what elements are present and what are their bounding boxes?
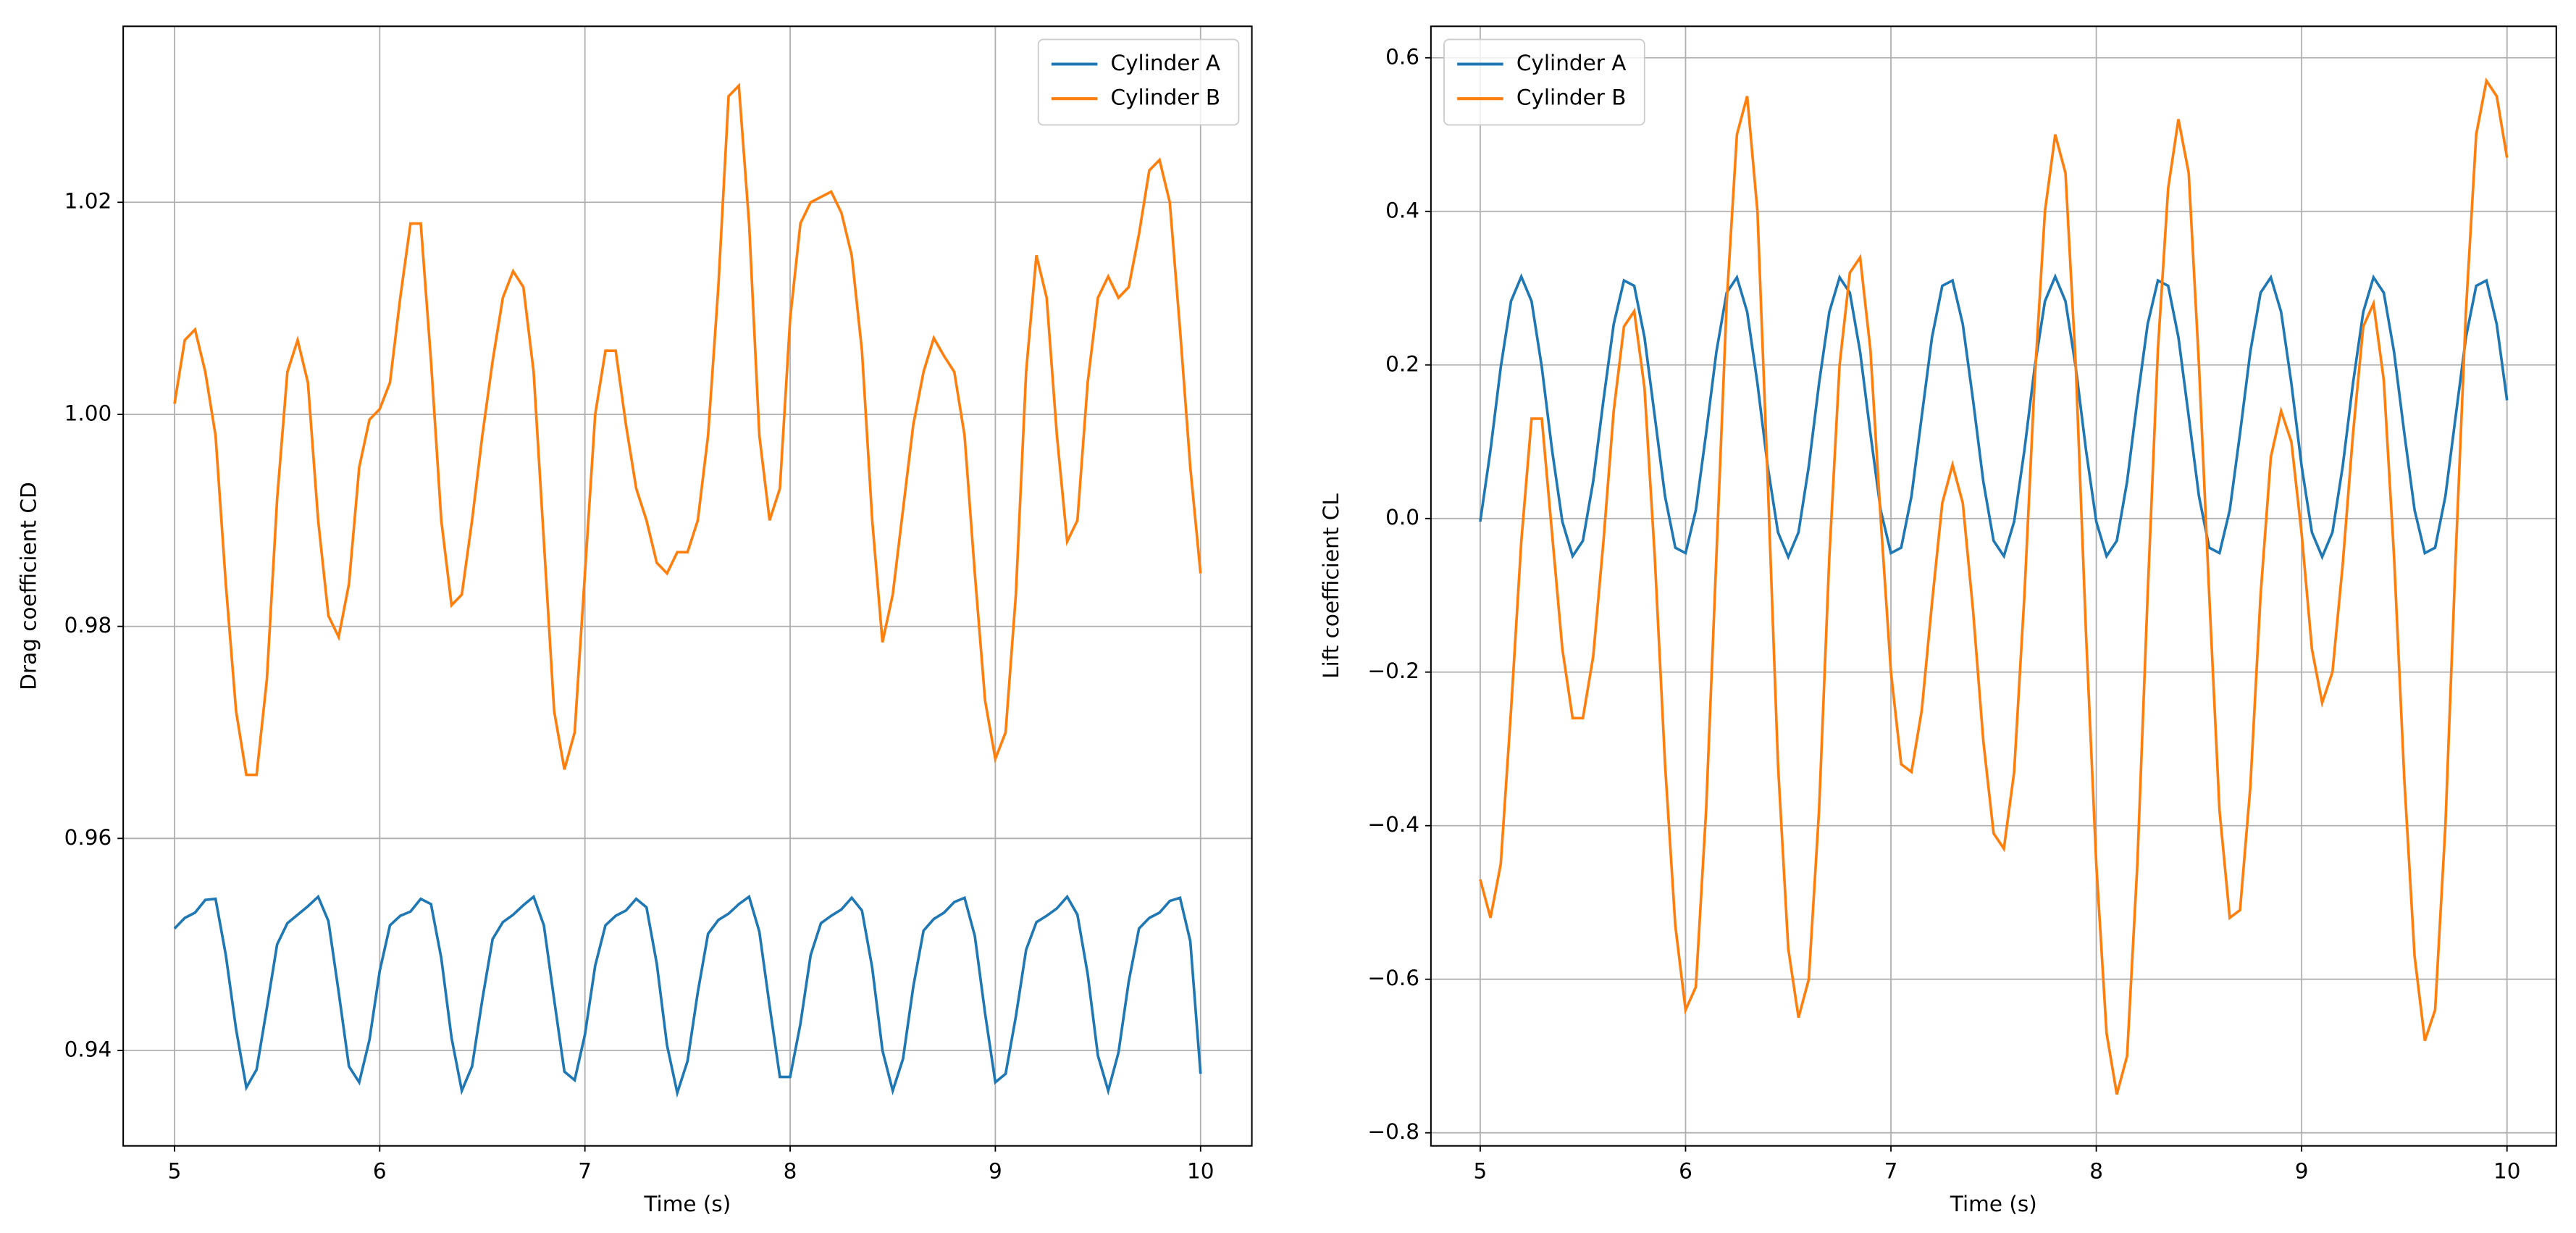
x-tick-label: 6 — [373, 1159, 387, 1184]
x-tick-label: 7 — [1884, 1159, 1898, 1184]
y-tick-label: −0.8 — [1367, 1119, 1419, 1144]
y-tick-label: 0.2 — [1385, 351, 1419, 376]
x-tick-label: 9 — [2295, 1159, 2309, 1184]
x-tick-label: 7 — [578, 1159, 592, 1184]
y-tick-label: 0.4 — [1385, 198, 1419, 222]
y-tick-label: 1.00 — [64, 401, 112, 425]
legend-label: Cylinder B — [1516, 85, 1627, 110]
y-tick-label: −0.4 — [1367, 812, 1419, 837]
y-tick-label: −0.6 — [1367, 966, 1419, 990]
x-tick-label: 9 — [989, 1159, 1002, 1184]
y-tick-label: 1.02 — [64, 189, 112, 214]
legend-box — [1443, 38, 1645, 126]
x-axis-label: Time (s) — [643, 1192, 731, 1216]
y-axis-label: Lift coefficient CL — [1319, 493, 1343, 679]
legend-label: Cylinder A — [1516, 51, 1627, 75]
x-tick-label: 5 — [168, 1159, 182, 1184]
x-tick-label: 8 — [2089, 1159, 2103, 1184]
y-tick-label: 0.98 — [64, 613, 112, 638]
y-tick-label: 0.94 — [64, 1037, 112, 1062]
data-line — [173, 83, 1202, 777]
x-tick-label: 6 — [1679, 1159, 1692, 1184]
y-axis-label: Drag coefficient CD — [16, 482, 41, 690]
legend-label: Cylinder A — [1111, 51, 1221, 75]
plot-frame — [122, 25, 1253, 1147]
data-line — [1479, 77, 2509, 1095]
data-line — [1479, 273, 2509, 561]
x-tick-label: 5 — [1474, 1159, 1488, 1184]
y-tick-label: 0.0 — [1385, 505, 1419, 530]
y-tick-label: 0.6 — [1385, 44, 1419, 69]
plot-frame — [1430, 25, 2557, 1147]
legend-box — [1037, 38, 1240, 126]
data-line — [173, 894, 1202, 1098]
x-tick-label: 8 — [784, 1159, 797, 1184]
legend-label: Cylinder B — [1111, 85, 1221, 110]
x-tick-label: 10 — [1187, 1159, 1214, 1184]
x-tick-label: 10 — [2493, 1159, 2521, 1184]
x-axis-label: Time (s) — [1950, 1192, 2037, 1216]
y-tick-label: 0.96 — [64, 825, 112, 850]
y-tick-label: −0.2 — [1367, 659, 1419, 683]
